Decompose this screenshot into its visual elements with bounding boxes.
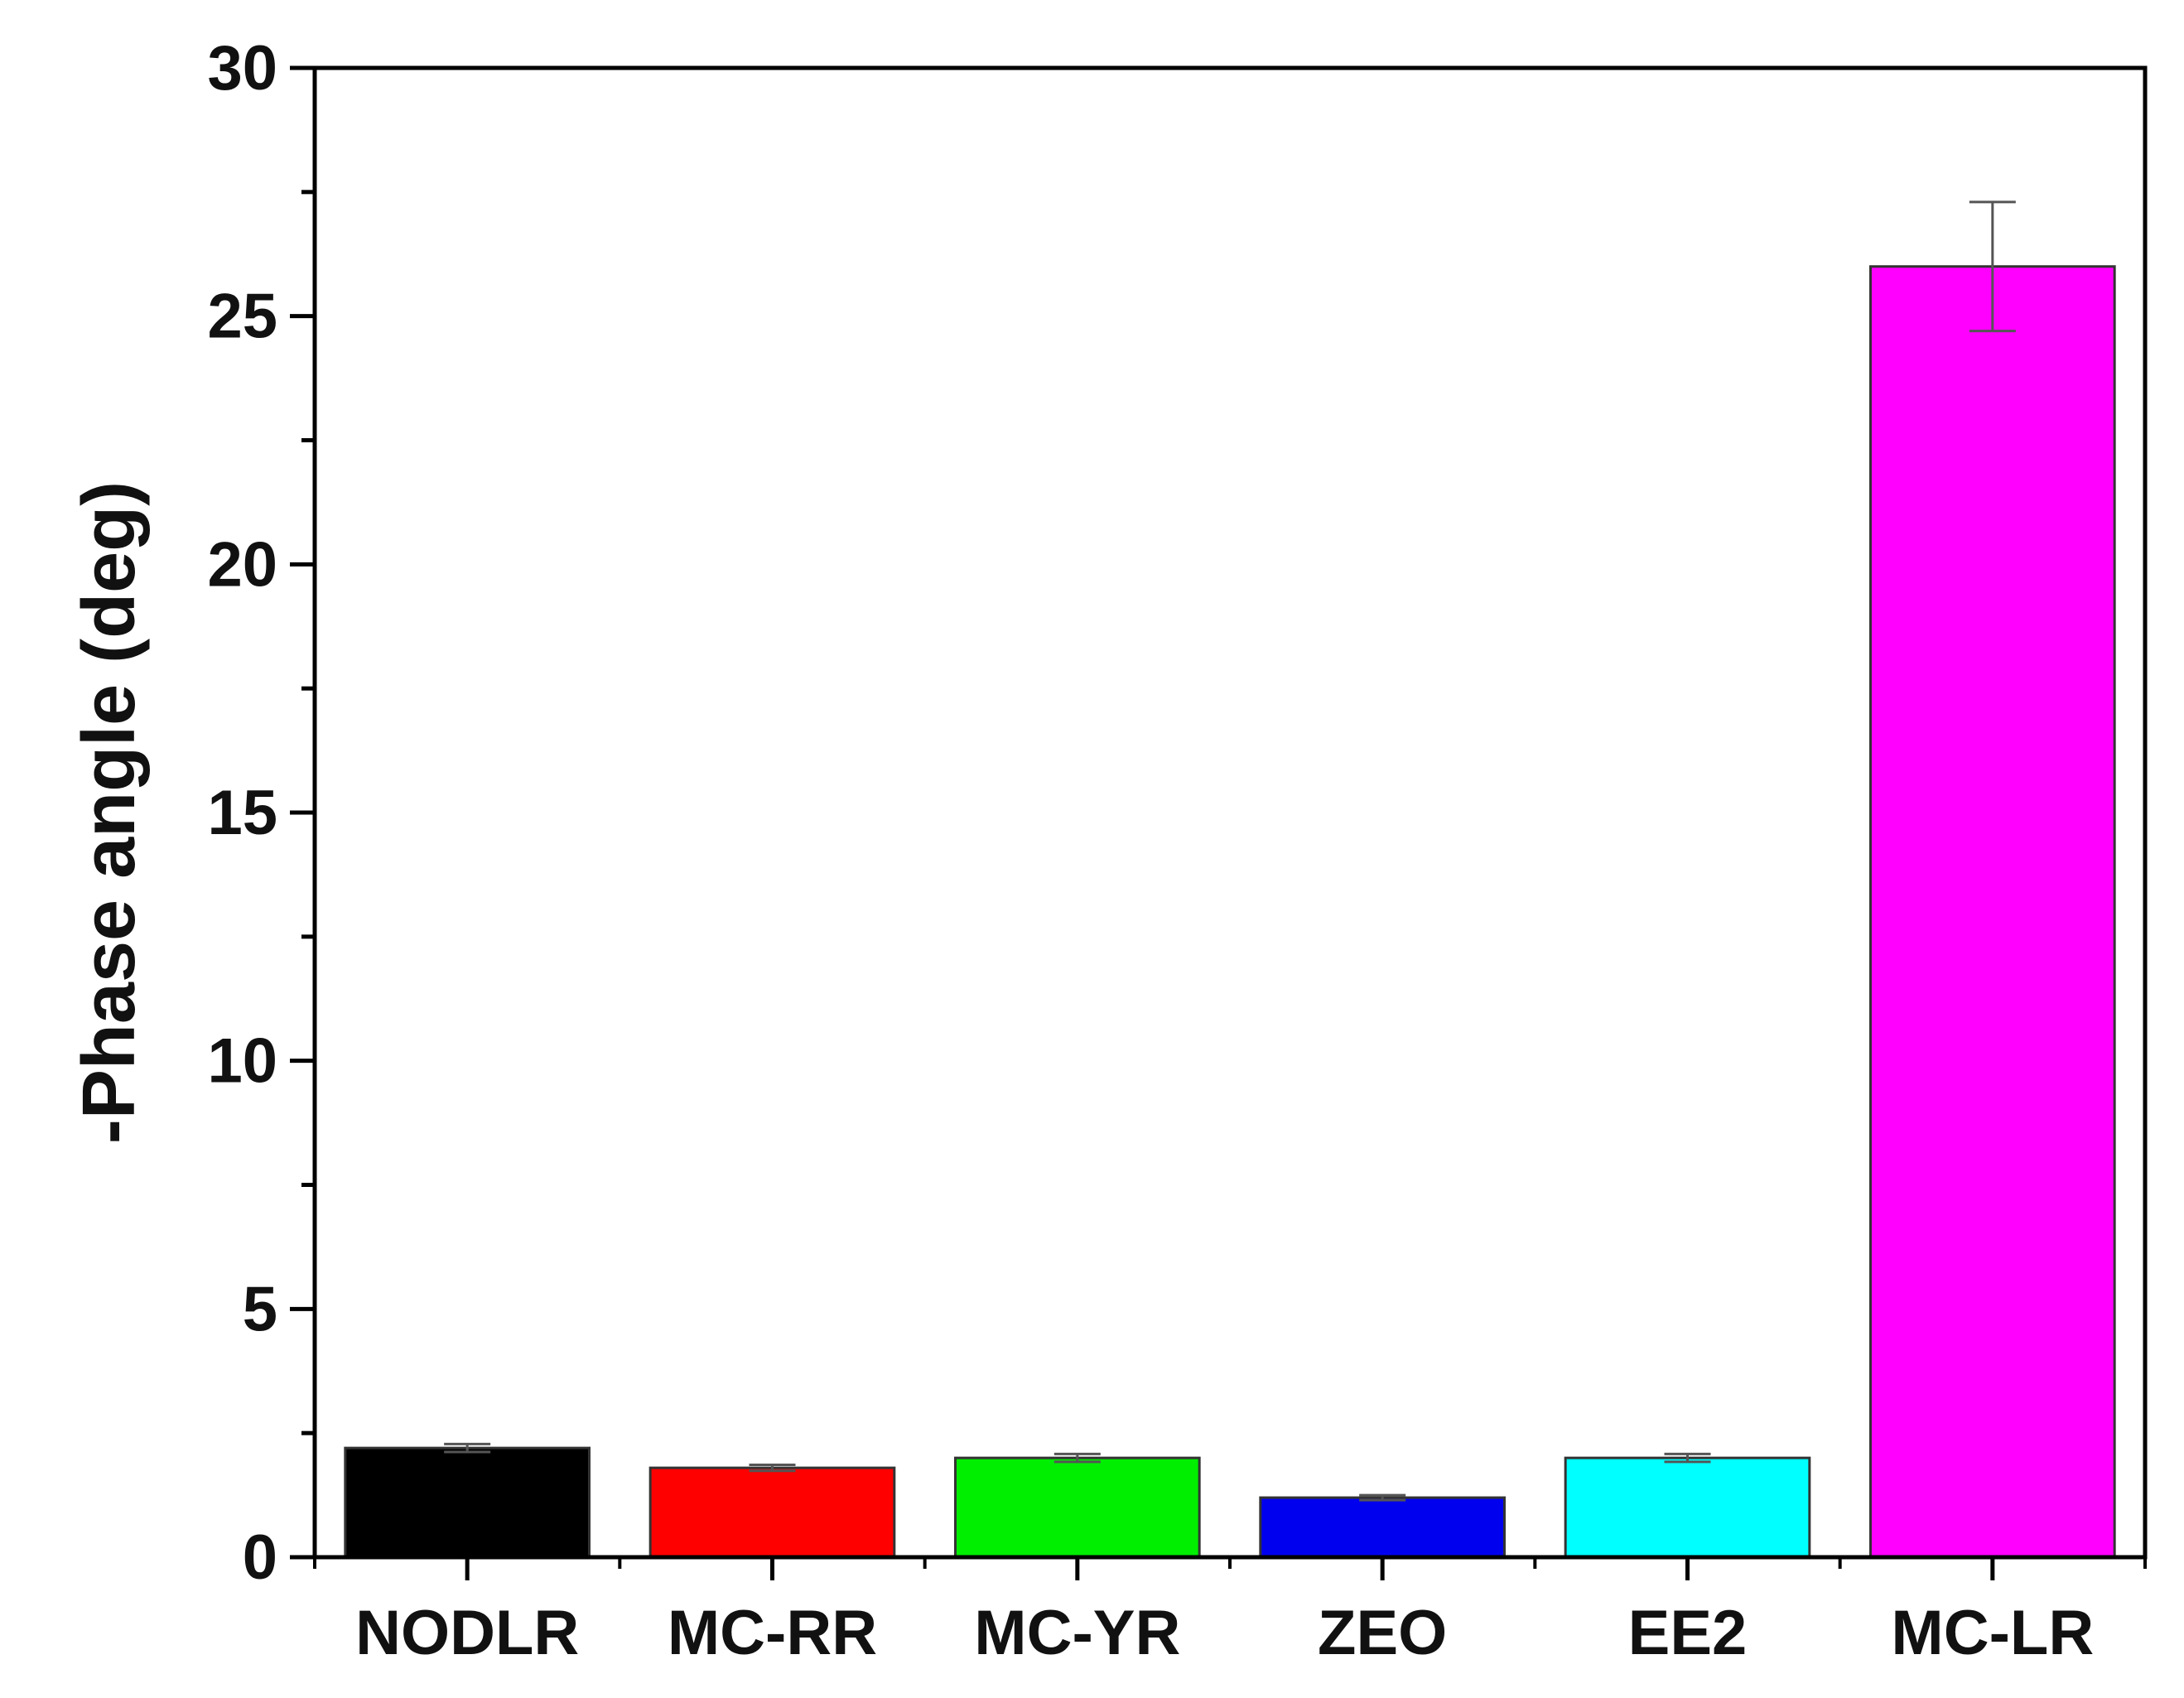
y-tick-label: 10 (207, 1026, 277, 1097)
x-tick-label: NODLR (355, 1598, 579, 1668)
y-tick-label: 5 (243, 1274, 277, 1344)
bar-mc-rr (648, 1466, 896, 1559)
y-axis-ticks: 0 5 10 15 20 25 30 (207, 33, 315, 1593)
bar-zeo (1259, 1496, 1507, 1559)
y-tick-label: 0 (243, 1522, 277, 1593)
bars-layer (344, 265, 2116, 1559)
x-tick-label: ZEO (1318, 1598, 1447, 1668)
bar-ee2 (1564, 1456, 1811, 1559)
bar-nodlr (344, 1446, 591, 1559)
error-bars-layer (444, 200, 2016, 1502)
y-tick-label: 30 (207, 33, 277, 104)
bar-mc-yr (954, 1456, 1201, 1559)
y-tick-label: 15 (207, 778, 277, 848)
y-tick-label: 20 (207, 529, 277, 600)
y-tick-label: 25 (207, 282, 277, 352)
x-axis-ticks: NODLR MC-RR MC-YR ZEO EE2 MC-LR (313, 1557, 2147, 1668)
x-tick-label: MC-LR (1891, 1598, 2094, 1668)
bar-mc-lr (1869, 265, 2116, 1559)
y-axis-title: -Phase angle (deg) (68, 481, 151, 1144)
x-tick-label: MC-RR (668, 1598, 877, 1668)
x-tick-label: EE2 (1628, 1598, 1748, 1668)
x-tick-label: MC-YR (974, 1598, 1180, 1668)
